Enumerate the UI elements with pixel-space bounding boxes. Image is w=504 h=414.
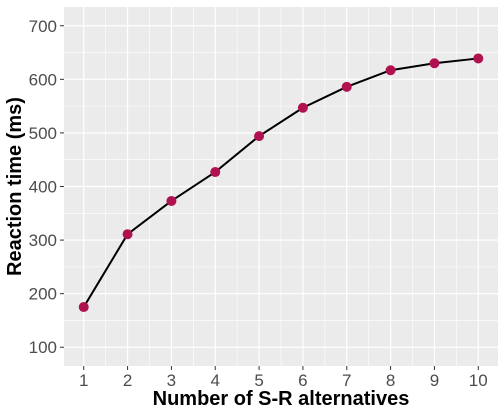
x-tick-label: 4 xyxy=(211,371,220,390)
x-axis-title: Number of S-R alternatives xyxy=(153,388,410,410)
y-tick-label: 700 xyxy=(29,17,57,36)
y-tick-label: 600 xyxy=(29,70,57,89)
x-tick-label: 10 xyxy=(469,371,488,390)
data-point xyxy=(341,81,352,92)
data-point xyxy=(385,65,396,76)
x-tick-label: 8 xyxy=(386,371,395,390)
y-tick-label: 500 xyxy=(29,124,57,143)
y-tick-label: 100 xyxy=(29,338,57,357)
data-point xyxy=(78,302,89,313)
x-tick-label: 7 xyxy=(342,371,351,390)
series-line xyxy=(82,57,479,308)
x-tick-label: 5 xyxy=(254,371,263,390)
y-tick-label: 300 xyxy=(29,231,57,250)
data-point xyxy=(166,195,177,206)
y-tick-label: 200 xyxy=(29,285,57,304)
data-point xyxy=(210,167,221,178)
data-point xyxy=(473,53,484,64)
x-tick-label: 9 xyxy=(430,371,439,390)
data-point xyxy=(297,102,308,113)
data-point xyxy=(429,58,440,69)
x-tick-label: 2 xyxy=(123,371,132,390)
axis-ticks: 100 200 300 400 500 600 700 1 2 3 4 5 6 7 8 9 10 xyxy=(29,17,488,390)
x-tick-label: 3 xyxy=(167,371,176,390)
x-tick-label: 6 xyxy=(298,371,307,390)
y-tick-label: 400 xyxy=(29,178,57,197)
data-point xyxy=(122,229,133,240)
y-axis-title: Reaction time (ms) xyxy=(4,97,26,276)
data-point xyxy=(254,131,265,142)
x-tick-label: 1 xyxy=(79,371,88,390)
data-series xyxy=(78,53,484,313)
major-gridlines xyxy=(64,7,498,366)
